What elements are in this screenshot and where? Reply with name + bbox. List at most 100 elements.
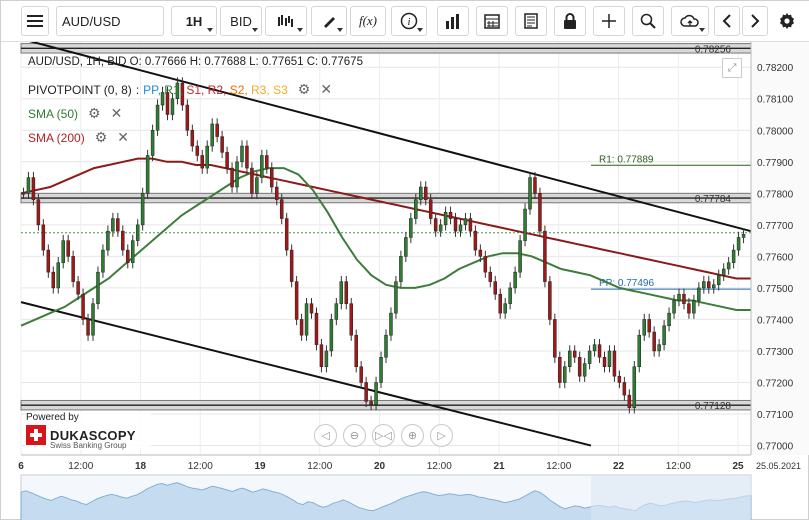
candle-body — [523, 208, 527, 241]
candle-body — [627, 394, 632, 408]
candle-body — [687, 303, 691, 314]
x-tick-label: 12:00 — [666, 461, 691, 472]
candle-body — [399, 256, 403, 282]
candle-body — [111, 218, 115, 232]
candle-body — [488, 271, 493, 282]
symbol-label: AUD/USD — [62, 13, 121, 29]
zoom-in-icon[interactable]: ⊕ — [401, 424, 424, 447]
calendar-icon[interactable] — [476, 6, 508, 36]
close-icon[interactable]: ✕ — [110, 105, 123, 121]
candle-body — [140, 193, 145, 226]
candle-body — [697, 287, 701, 301]
price-side-select[interactable]: BID — [220, 6, 262, 36]
y-tick-label: 0.78200 — [757, 63, 794, 74]
symbol-select[interactable]: AUD/USD — [56, 6, 164, 36]
gear-icon[interactable]: ⚙ — [88, 105, 101, 121]
candle-body — [106, 230, 110, 251]
candle-body — [255, 177, 259, 194]
candle-body — [533, 177, 537, 194]
pivotpoint-legend: PIVOTPOINT (0, 8) : PP, R1, S1, R2, S2, … — [28, 81, 333, 97]
candle-body — [324, 350, 329, 367]
settings-gear-icon[interactable] — [772, 6, 802, 36]
candle-body — [195, 145, 200, 156]
candle-body — [245, 145, 249, 169]
timeframe-select[interactable]: 1H — [171, 6, 217, 36]
candle-body — [289, 249, 294, 282]
candle-body — [468, 218, 473, 232]
zoom-out-icon[interactable]: ⊖ — [343, 424, 366, 447]
candle-body — [56, 262, 60, 289]
candle-body — [731, 249, 736, 263]
svg-text:i: i — [408, 17, 411, 28]
x-tick-label: 25 — [732, 461, 744, 472]
toolbar: AUD/USD 1H BID f(x) i — [1, 1, 809, 42]
candle-body — [443, 211, 448, 226]
x-tick-label: 12:00 — [546, 461, 571, 472]
cloud-upload-icon[interactable] — [671, 6, 709, 36]
menu-icon[interactable] — [21, 6, 49, 36]
expand-icon[interactable]: ⤢ — [722, 58, 742, 78]
scroll-right-icon[interactable]: ▷ — [430, 424, 453, 447]
navigator-window — [591, 475, 751, 520]
candle-body — [473, 230, 478, 251]
close-icon[interactable]: ✕ — [117, 129, 129, 145]
y-tick-label: 0.77600 — [757, 252, 794, 263]
candle-body — [736, 237, 741, 251]
candle-body — [667, 312, 671, 326]
gear-icon[interactable]: ⚙ — [297, 81, 311, 97]
pivot-item-4: S2, — [229, 82, 252, 97]
candle-body — [587, 350, 592, 364]
y-tick-label: 0.78000 — [757, 126, 794, 137]
timeframe-label: 1H — [185, 13, 203, 29]
candle-body — [349, 303, 353, 336]
candle-body — [145, 155, 150, 194]
swiss-cross-icon — [26, 425, 46, 445]
candle-body — [91, 303, 95, 336]
next-arrow-icon[interactable] — [742, 6, 768, 36]
resistance-zone-label: 0.77784 — [695, 194, 732, 205]
candle-body — [121, 230, 125, 251]
candle-body — [329, 319, 334, 352]
prev-arrow-icon[interactable] — [714, 6, 740, 36]
zoom-icon[interactable] — [632, 6, 664, 36]
chart-type-icon[interactable] — [265, 6, 307, 36]
y-tick-label: 0.77700 — [757, 221, 794, 232]
candle-body — [270, 167, 274, 188]
candle-body — [622, 382, 627, 396]
candle-body — [135, 224, 140, 241]
draw-pen-icon[interactable] — [311, 6, 347, 36]
x-tick-label: 18 — [135, 461, 147, 472]
candle-body — [657, 344, 661, 352]
candle-body — [642, 319, 646, 336]
pivot-items: PP, R1, S1, R2, S2, R3, S3 — [143, 83, 288, 97]
close-icon[interactable]: ✕ — [320, 81, 333, 97]
candle-body — [394, 281, 398, 314]
pivot-item-5: R3, — [251, 82, 274, 97]
candle-body — [702, 281, 706, 289]
news-icon[interactable] — [515, 6, 547, 36]
price-chart[interactable]: 0.78256 0.77784 0.77128 R1: 0.77889 PP: 0.7… — [1, 42, 809, 520]
candle-body — [682, 293, 686, 304]
volume-bars-icon[interactable] — [437, 6, 469, 36]
reset-view-icon[interactable]: ▷◁ — [372, 424, 395, 447]
y-tick-label: 0.77900 — [757, 158, 794, 169]
candle-body — [414, 199, 418, 219]
candle-body — [478, 249, 483, 257]
candle-body — [652, 331, 656, 352]
gear-icon[interactable]: ⚙ — [94, 129, 108, 145]
lock-icon[interactable] — [554, 6, 586, 36]
fx-indicator-icon[interactable]: f(x) — [350, 6, 386, 36]
candle-body — [423, 186, 428, 200]
candle-body — [721, 268, 726, 276]
candle-body — [448, 211, 453, 219]
candle-body — [612, 350, 617, 377]
pivot-item-6: S3 — [273, 82, 288, 97]
scroll-left-icon[interactable]: ◁ — [314, 424, 337, 447]
x-tick-label: 22 — [613, 461, 625, 472]
candle-body — [294, 281, 299, 320]
candle-body — [116, 218, 120, 232]
candle-body — [235, 161, 239, 188]
crosshair-icon[interactable] — [593, 6, 625, 36]
info-icon[interactable]: i — [391, 6, 427, 36]
